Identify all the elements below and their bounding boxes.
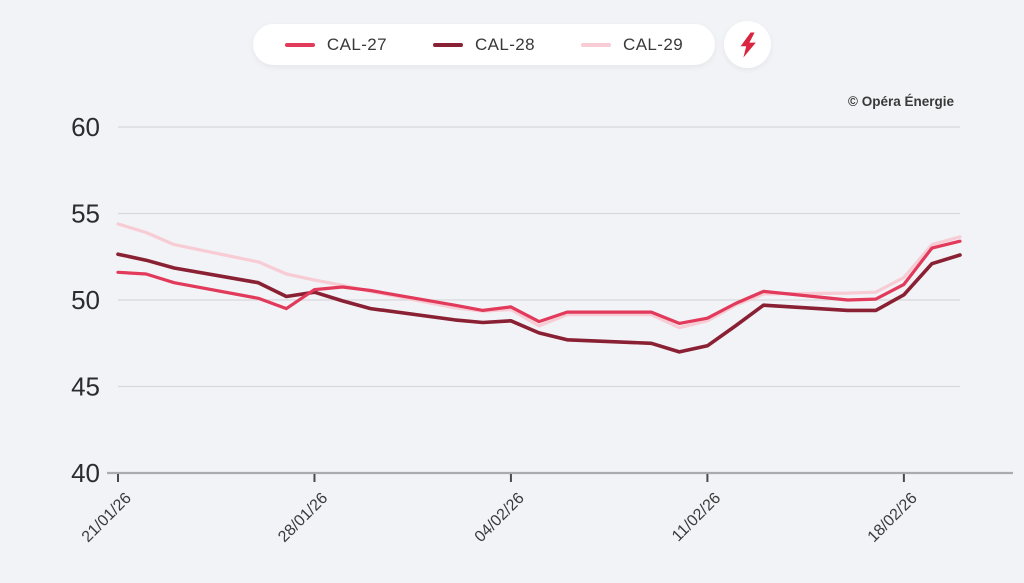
- legend-item-cal-27[interactable]: CAL-27: [284, 34, 387, 55]
- y-axis-label: 45: [71, 372, 100, 402]
- y-axis-label: 50: [71, 285, 100, 315]
- x-axis-label: 04/02/26: [472, 490, 528, 546]
- y-axis-label: 40: [71, 458, 100, 488]
- legend-item-label: CAL-28: [474, 34, 536, 54]
- legend-item-cal-29[interactable]: CAL-29: [581, 35, 683, 55]
- y-axis-label: 55: [71, 199, 100, 229]
- cal-27-swatch-icon: [284, 42, 315, 47]
- cal-28-swatch-icon: [432, 42, 463, 47]
- cal-29-swatch-icon: [581, 42, 612, 47]
- y-axis-label: 60: [71, 112, 100, 142]
- series-line-cal-29: [116, 222, 962, 330]
- legend: CAL-27 CAL-28 CAL-29: [252, 24, 716, 65]
- x-axis-label: 21/01/26: [79, 490, 135, 546]
- x-axis-label: 11/02/26: [669, 490, 724, 545]
- x-axis-label: 18/02/26: [865, 490, 921, 546]
- lightning-icon: [740, 32, 756, 57]
- energy-bolt-badge: [724, 21, 772, 68]
- series-line-cal-27: [116, 239, 962, 325]
- legend-item-label: CAL-27: [326, 34, 387, 54]
- copyright-watermark: © Opéra Énergie: [848, 94, 954, 109]
- series-line-cal-28: [116, 252, 962, 354]
- legend-item-cal-28[interactable]: CAL-28: [432, 34, 536, 55]
- legend-item-label: CAL-29: [623, 34, 684, 54]
- legend-row: CAL-27 CAL-28 CAL-29: [0, 21, 1024, 68]
- x-axis-label: 28/01/26: [275, 490, 331, 546]
